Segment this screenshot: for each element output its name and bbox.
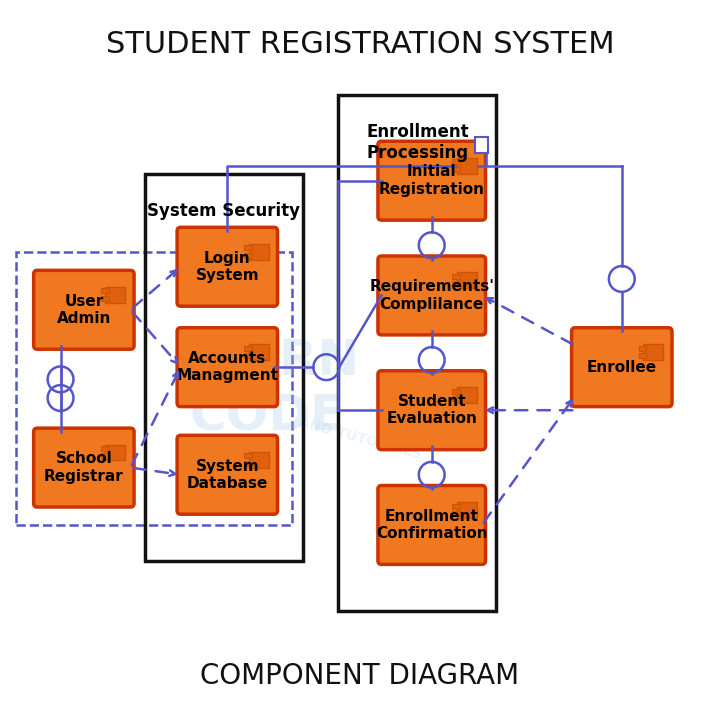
Text: User
Admin: User Admin xyxy=(57,294,111,326)
Text: Login
System: Login System xyxy=(196,251,259,283)
Text: System
Database: System Database xyxy=(186,459,268,491)
Bar xyxy=(101,446,109,451)
Bar xyxy=(639,353,647,358)
Text: Accounts
Managment: Accounts Managment xyxy=(176,351,279,383)
FancyBboxPatch shape xyxy=(378,371,485,450)
Bar xyxy=(249,244,269,260)
Bar xyxy=(338,94,496,611)
FancyBboxPatch shape xyxy=(572,328,672,407)
Bar xyxy=(456,158,477,174)
Bar xyxy=(456,387,477,403)
Bar xyxy=(639,346,647,351)
Bar xyxy=(452,282,460,287)
Bar xyxy=(452,159,460,164)
FancyBboxPatch shape xyxy=(177,228,277,306)
Bar xyxy=(244,353,252,358)
Text: Enrollment
Confirmation: Enrollment Confirmation xyxy=(376,509,487,541)
Bar xyxy=(249,452,269,467)
Bar xyxy=(101,296,109,301)
Bar xyxy=(456,502,477,518)
Bar xyxy=(249,344,269,360)
Text: STUDENT REGISTRATION SYSTEM: STUDENT REGISTRATION SYSTEM xyxy=(106,30,614,59)
Bar xyxy=(452,166,460,171)
Text: Requirements'
Complilance: Requirements' Complilance xyxy=(369,279,494,312)
Bar xyxy=(244,346,252,351)
Bar xyxy=(452,389,460,394)
Bar xyxy=(452,274,460,279)
Text: School
Registrar: School Registrar xyxy=(44,451,124,484)
FancyBboxPatch shape xyxy=(378,256,485,335)
Bar xyxy=(105,445,125,460)
Bar xyxy=(105,287,125,302)
Text: COMPONENT DIAGRAM: COMPONENT DIAGRAM xyxy=(200,662,520,690)
Bar xyxy=(452,396,460,401)
FancyBboxPatch shape xyxy=(34,428,134,507)
Text: AND TUTORIALS: AND TUTORIALS xyxy=(297,415,423,462)
Bar xyxy=(475,137,488,153)
Bar xyxy=(101,289,109,294)
FancyBboxPatch shape xyxy=(177,436,277,514)
FancyBboxPatch shape xyxy=(378,485,485,564)
Bar xyxy=(244,461,252,466)
FancyBboxPatch shape xyxy=(34,270,134,349)
Bar xyxy=(16,253,292,525)
Text: System Security: System Security xyxy=(147,202,300,220)
Bar xyxy=(452,503,460,508)
Text: Enrollee: Enrollee xyxy=(587,360,657,374)
Bar xyxy=(244,454,252,459)
Bar xyxy=(145,174,302,561)
Bar xyxy=(452,511,460,516)
Bar xyxy=(456,272,477,288)
Text: Enrollment
Processing: Enrollment Processing xyxy=(366,123,469,162)
Bar xyxy=(244,246,252,251)
Bar xyxy=(101,454,109,459)
Text: Student
Evaluation: Student Evaluation xyxy=(387,394,477,426)
FancyBboxPatch shape xyxy=(378,141,485,220)
Text: Initial
Registration: Initial Registration xyxy=(379,164,485,197)
Text: LEARN
CODE: LEARN CODE xyxy=(174,337,359,441)
Bar xyxy=(643,344,663,360)
Bar xyxy=(244,253,252,258)
FancyBboxPatch shape xyxy=(177,328,277,407)
